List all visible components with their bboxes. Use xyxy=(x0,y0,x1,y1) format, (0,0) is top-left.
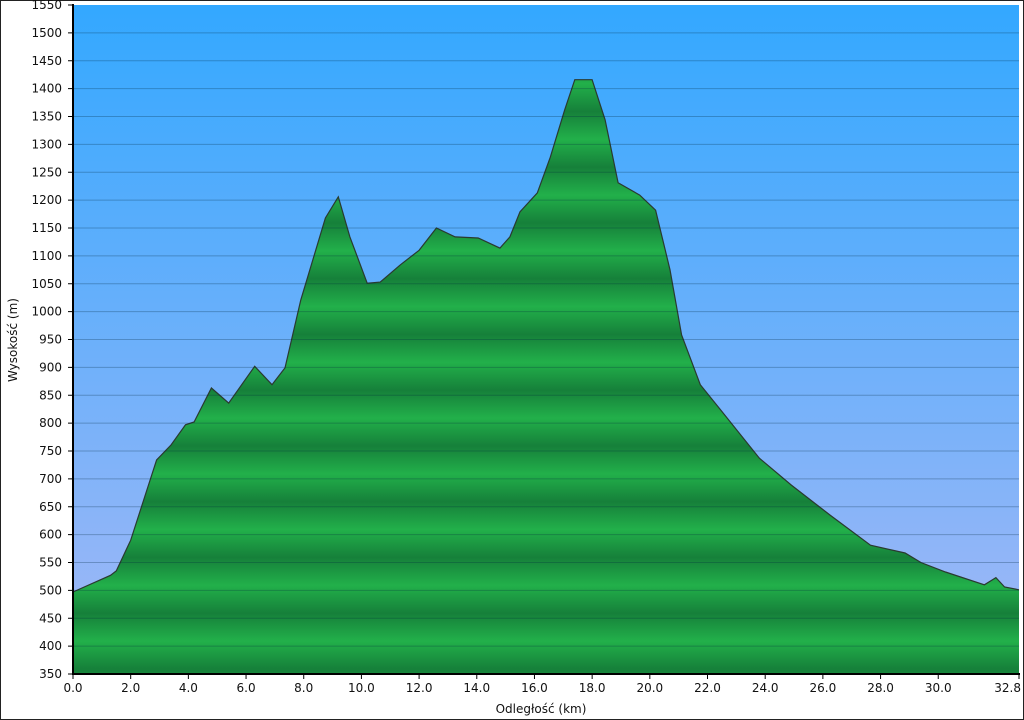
x-tick-label: 32.8 xyxy=(994,681,1021,695)
y-tick-label: 1550 xyxy=(31,0,62,12)
x-tick-label: 0.0 xyxy=(63,681,82,695)
x-tick-label: 30.0 xyxy=(925,681,952,695)
y-tick-label: 1200 xyxy=(31,193,62,207)
y-tick-label: 850 xyxy=(39,388,62,402)
y-tick-label: 1000 xyxy=(31,305,62,319)
y-tick-label: 350 xyxy=(39,667,62,681)
y-tick-label: 800 xyxy=(39,416,62,430)
y-tick-label: 1500 xyxy=(31,26,62,40)
y-tick-label: 450 xyxy=(39,611,62,625)
y-tick-label: 750 xyxy=(39,444,62,458)
x-tick-label: 2.0 xyxy=(121,681,140,695)
y-tick-label: 1300 xyxy=(31,137,62,151)
y-tick-label: 1450 xyxy=(31,54,62,68)
y-tick-label: 650 xyxy=(39,500,62,514)
y-tick-label: 550 xyxy=(39,556,62,570)
x-tick-label: 16.0 xyxy=(521,681,548,695)
x-tick-label: 10.0 xyxy=(348,681,375,695)
x-tick-label: 24.0 xyxy=(752,681,779,695)
y-tick-label: 1050 xyxy=(31,277,62,291)
x-tick-label: 6.0 xyxy=(237,681,256,695)
x-tick-label: 20.0 xyxy=(636,681,663,695)
y-tick-label: 900 xyxy=(39,360,62,374)
y-axis-title: Wysokość (m) xyxy=(6,298,20,382)
y-tick-label: 500 xyxy=(39,583,62,597)
elevation-area xyxy=(73,79,1019,674)
x-tick-label: 22.0 xyxy=(694,681,721,695)
x-axis-title: Odległość (km) xyxy=(496,702,587,716)
x-tick-label: 4.0 xyxy=(179,681,198,695)
x-tick-label: 12.0 xyxy=(406,681,433,695)
y-tick-label: 1150 xyxy=(31,221,62,235)
y-tick-label: 1400 xyxy=(31,82,62,96)
elevation-line xyxy=(72,79,1020,593)
x-tick-label: 26.0 xyxy=(810,681,837,695)
y-tick-label: 400 xyxy=(39,639,62,653)
y-tick-label: 700 xyxy=(39,472,62,486)
y-tick-label: 950 xyxy=(39,333,62,347)
y-tick-label: 1250 xyxy=(31,165,62,179)
y-tick-label: 600 xyxy=(39,528,62,542)
x-tick-label: 28.0 xyxy=(867,681,894,695)
y-tick-label: 1350 xyxy=(31,110,62,124)
x-tick-label: 18.0 xyxy=(579,681,606,695)
x-tick-label: 8.0 xyxy=(294,681,313,695)
x-tick-label: 14.0 xyxy=(463,681,490,695)
y-tick-label: 1100 xyxy=(31,249,62,263)
